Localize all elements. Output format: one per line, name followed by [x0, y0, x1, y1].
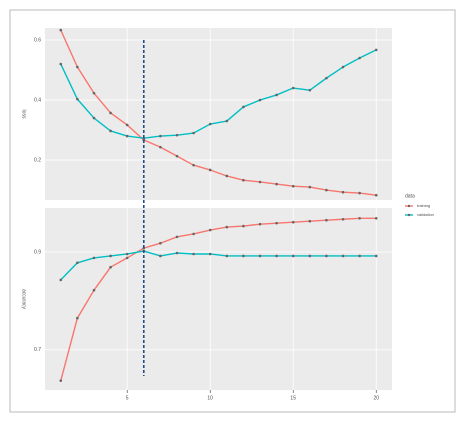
data-point: [374, 48, 378, 52]
data-point: [59, 62, 63, 66]
data-point: [242, 254, 245, 258]
data-point: [175, 154, 179, 158]
data-point: [159, 134, 162, 138]
legend-key-point: [407, 204, 411, 208]
data-point: [125, 134, 129, 138]
data-point: [76, 261, 79, 265]
data-point: [175, 235, 179, 239]
x-tick-label: 15: [290, 395, 296, 401]
data-point: [208, 228, 212, 232]
x-tick-label: 20: [373, 395, 379, 401]
data-point: [192, 163, 195, 167]
x-tick-label: 10: [207, 395, 213, 401]
data-point: [358, 254, 361, 258]
data-point: [175, 251, 179, 255]
data-point: [92, 116, 96, 120]
legend-key-point: [407, 213, 411, 217]
data-point: [242, 105, 245, 109]
data-point: [275, 182, 278, 186]
data-point: [208, 168, 212, 172]
data-point: [175, 133, 179, 137]
data-point: [225, 119, 229, 123]
data-point: [374, 193, 378, 197]
data-point: [291, 86, 295, 90]
data-point: [109, 254, 112, 258]
data-point: [109, 129, 112, 133]
series-line: [60, 49, 377, 139]
y-tick-label: 0.2: [34, 157, 41, 163]
data-point: [208, 122, 212, 126]
data-point: [358, 216, 361, 220]
data-point: [308, 88, 312, 92]
data-point: [374, 216, 378, 220]
data-point: [291, 254, 295, 258]
data-point: [341, 190, 345, 194]
legend-label: validation: [417, 212, 434, 217]
data-point: [308, 219, 312, 223]
data-point: [275, 221, 278, 225]
data-point: [76, 97, 79, 101]
data-point: [291, 220, 295, 224]
data-point: [59, 28, 63, 32]
data-point: [258, 180, 262, 184]
data-point: [374, 254, 378, 258]
data-point: [225, 174, 229, 178]
y-tick-label: 0.9: [34, 249, 41, 255]
data-point: [59, 278, 63, 282]
data-point: [341, 217, 345, 221]
data-point: [242, 224, 245, 228]
data-point: [159, 241, 162, 245]
data-point: [358, 56, 361, 60]
series-line: [60, 250, 377, 281]
data-point: [192, 232, 195, 236]
y-axis-title: loss: [21, 110, 27, 119]
data-point: [125, 256, 129, 260]
data-point: [92, 288, 96, 292]
y-tick-label: 0.4: [34, 97, 41, 103]
data-point: [225, 225, 229, 229]
y-tick-label: 0.6: [34, 37, 41, 43]
data-point: [125, 123, 129, 127]
data-point: [159, 254, 162, 258]
data-point: [109, 111, 112, 115]
data-point: [258, 98, 262, 102]
data-point: [92, 91, 96, 95]
data-point: [308, 185, 312, 189]
y-axis-title: accuracy: [21, 289, 27, 310]
data-point: [275, 93, 278, 97]
x-tick-label: 5: [126, 395, 129, 401]
data-point: [242, 178, 245, 182]
data-point: [325, 76, 328, 80]
data-point: [358, 191, 361, 195]
data-point: [341, 254, 345, 258]
data-point: [76, 65, 79, 69]
data-point: [325, 188, 328, 192]
legend-label: training: [417, 203, 430, 208]
data-point: [341, 65, 345, 69]
data-point: [192, 252, 195, 256]
data-point: [159, 145, 162, 149]
data-point: [325, 254, 328, 258]
y-tick-label: 0.7: [34, 347, 41, 353]
data-point: [92, 256, 96, 260]
data-point: [76, 316, 79, 320]
series-line: [60, 217, 377, 381]
data-point: [258, 254, 262, 258]
data-point: [275, 254, 278, 258]
series-line: [60, 29, 377, 196]
data-point: [192, 131, 195, 135]
data-point: [325, 218, 328, 222]
data-point: [109, 265, 112, 269]
data-point: [258, 222, 262, 226]
data-point: [308, 254, 312, 258]
panel-background: [45, 208, 392, 390]
data-point: [291, 184, 295, 188]
data-point: [59, 379, 63, 383]
data-point: [225, 254, 229, 258]
legend-title: data: [405, 193, 415, 199]
panel-background: [45, 28, 392, 200]
data-point: [125, 252, 129, 256]
data-point: [208, 252, 212, 256]
